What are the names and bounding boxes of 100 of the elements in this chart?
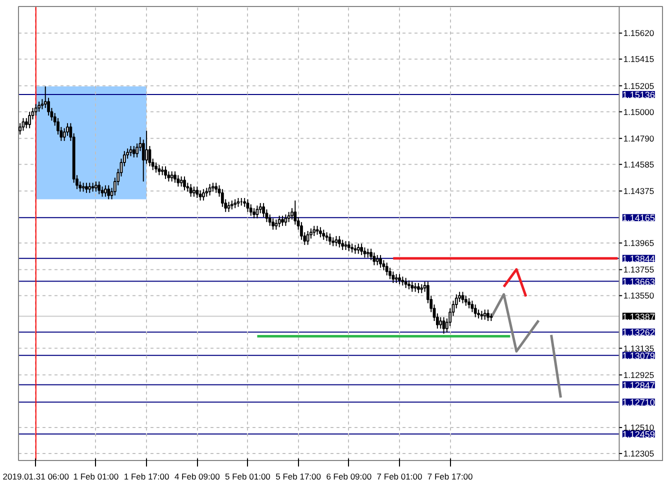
candlestick xyxy=(268,214,272,226)
candlestick xyxy=(334,236,338,247)
candlestick xyxy=(486,309,490,322)
ref-line-label: 1.14165 xyxy=(622,213,655,224)
candlestick xyxy=(98,181,101,195)
candlestick xyxy=(356,243,360,254)
candlestick xyxy=(174,170,176,184)
candlestick xyxy=(176,174,180,188)
candlestick xyxy=(312,225,316,237)
candlestick xyxy=(338,236,341,248)
x-tick-label: 7 Feb 01:00 xyxy=(376,472,422,482)
candlestick xyxy=(398,274,401,285)
candlestick xyxy=(154,162,158,174)
y-tick-label: 1.14585 xyxy=(623,159,654,170)
y-tick-label: 1.15000 xyxy=(623,106,654,117)
x-tick-label: 7 Feb 17:00 xyxy=(427,472,474,482)
candlestick xyxy=(34,104,38,116)
candlestick xyxy=(347,240,350,252)
candlestick xyxy=(461,291,464,304)
candlestick xyxy=(468,298,470,309)
candlestick xyxy=(410,281,414,292)
candlestick xyxy=(376,254,379,266)
y-tick-label: 1.15205 xyxy=(623,80,654,91)
candlestick xyxy=(246,198,250,212)
candlestick xyxy=(372,252,376,266)
candlestick xyxy=(281,215,284,226)
candlestick xyxy=(94,181,98,192)
ref-line-label: 1.12459 xyxy=(622,429,655,440)
candlestick xyxy=(85,182,88,194)
candlestick xyxy=(38,101,40,112)
ref-line-label: 1.13663 xyxy=(622,276,655,287)
candlestick xyxy=(107,184,110,200)
candlestick xyxy=(88,182,92,194)
candlestick xyxy=(249,204,252,216)
ref-line-label: 1.15136 xyxy=(622,90,655,100)
candlestick xyxy=(392,271,395,284)
candlestick xyxy=(379,254,382,268)
candlestick xyxy=(196,186,199,198)
candlestick xyxy=(306,230,310,246)
candlestick xyxy=(189,184,192,198)
candlestick xyxy=(483,309,486,320)
candlestick xyxy=(202,188,205,202)
y-tick-label: 1.13135 xyxy=(623,343,654,354)
candlestick xyxy=(256,205,259,219)
candlestick xyxy=(464,295,468,306)
candlestick xyxy=(129,145,132,157)
candlestick xyxy=(385,262,388,276)
candlestick xyxy=(278,215,281,228)
candlestick xyxy=(370,248,372,261)
candlestick xyxy=(272,218,274,230)
candlestick xyxy=(363,246,366,258)
ref-line-label: 1.12710 xyxy=(622,398,655,408)
candlestick xyxy=(274,219,278,230)
candlestick xyxy=(22,118,25,132)
candlestick xyxy=(198,190,202,202)
candlestick xyxy=(167,170,170,182)
x-tick-label: 4 Feb 09:00 xyxy=(174,472,220,482)
x-tick-label: 1 Feb 17:00 xyxy=(124,472,170,482)
candlestick xyxy=(227,201,230,212)
candlestick xyxy=(417,282,420,294)
candlestick xyxy=(319,226,322,238)
ref-line-label: 1.13079 xyxy=(622,350,655,361)
ref-line-label: 1.13844 xyxy=(622,254,655,264)
candlestick xyxy=(104,184,107,198)
candlestick xyxy=(341,239,344,250)
candlestick xyxy=(294,200,297,226)
ref-line-label: 1.13387 xyxy=(622,312,655,322)
x-tick-label: 1 Feb 01:00 xyxy=(73,472,119,482)
y-tick-label: 1.14790 xyxy=(623,133,654,144)
candlestick xyxy=(287,211,290,223)
ref-line-label: 1.13262 xyxy=(622,328,655,338)
x-tick-label: 2019.01.31 06:00 xyxy=(2,472,70,482)
candlestick xyxy=(183,176,186,191)
x-tick-label: 5 Feb 01:00 xyxy=(225,472,271,482)
x-tick-label: 5 Feb 17:00 xyxy=(276,472,322,482)
candlestick xyxy=(180,176,183,188)
y-tick-label: 1.12925 xyxy=(623,370,654,380)
candlestick xyxy=(132,145,136,158)
line-series xyxy=(490,293,540,353)
candlestick xyxy=(439,316,442,330)
candlestick xyxy=(24,118,28,129)
candlestick xyxy=(284,214,288,226)
y-tick-label: 1.13550 xyxy=(623,290,654,301)
candlestick xyxy=(328,233,332,246)
candlestick xyxy=(404,277,408,289)
x-tick-label: 6 Feb 09:00 xyxy=(326,472,372,482)
y-tick-label: 1.15620 xyxy=(623,28,654,38)
y-tick-label: 1.14375 xyxy=(623,186,654,196)
candlestick xyxy=(360,243,363,256)
candlestick xyxy=(170,170,174,182)
candlestick xyxy=(322,229,326,240)
candlestick xyxy=(252,208,256,219)
candlestick xyxy=(164,166,167,180)
candlestick xyxy=(290,208,294,220)
candlestick xyxy=(192,186,196,198)
candlestick xyxy=(470,300,474,313)
y-tick-label: 1.13965 xyxy=(623,238,654,248)
candlestick xyxy=(474,304,477,318)
candlestick xyxy=(28,111,32,129)
candlestick xyxy=(145,130,148,164)
